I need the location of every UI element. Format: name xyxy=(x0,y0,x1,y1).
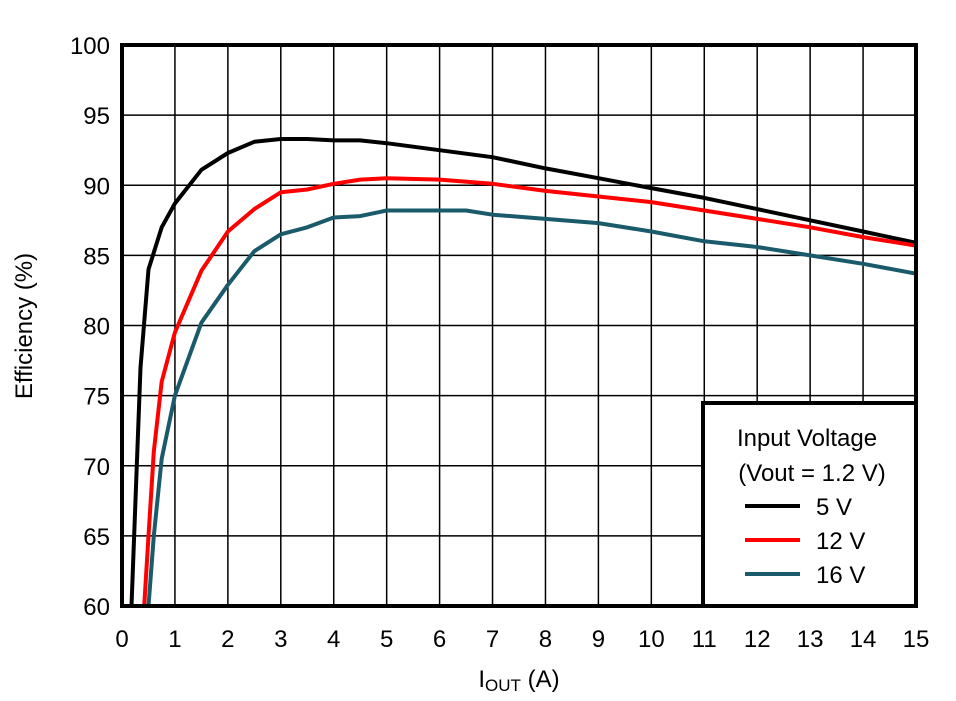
legend-box xyxy=(701,401,918,608)
legend-label: 12 V xyxy=(816,528,865,555)
legend-title-line2: (Vout = 1.2 V) xyxy=(738,460,885,487)
x-tick-label: 6 xyxy=(433,626,446,653)
y-tick-label: 100 xyxy=(70,33,110,60)
legend-label: 5 V xyxy=(816,494,852,521)
x-tick-label: 5 xyxy=(380,626,393,653)
x-axis-title: IOUT (A) xyxy=(478,666,559,695)
y-tick-label: 75 xyxy=(83,384,110,411)
plot-frame xyxy=(120,43,918,608)
y-axis-ticks: 60 65 70 75 80 85 90 95 100 xyxy=(70,33,110,621)
x-tick-label: 7 xyxy=(486,626,499,653)
y-axis-title: Efficiency (%) xyxy=(11,253,38,399)
x-tick-label: 15 xyxy=(903,626,930,653)
x-tick-label: 9 xyxy=(592,626,605,653)
y-tick-label: 70 xyxy=(83,454,110,481)
y-tick-label: 80 xyxy=(83,314,110,341)
y-tick-label: 85 xyxy=(83,243,110,270)
x-axis-title-subscript: OUT xyxy=(485,676,521,695)
y-tick-label: 90 xyxy=(83,173,110,200)
y-tick-label: 65 xyxy=(83,524,110,551)
series-line-16v xyxy=(146,208,916,606)
x-tick-label: 10 xyxy=(638,626,665,653)
x-tick-label: 3 xyxy=(274,626,287,653)
x-tick-label: 12 xyxy=(744,626,771,653)
data-series xyxy=(129,137,916,606)
x-tick-label: 2 xyxy=(221,626,234,653)
x-axis-title-main: I xyxy=(478,666,485,693)
x-tick-label: 4 xyxy=(327,626,340,653)
x-tick-label: 1 xyxy=(168,626,181,653)
y-tick-label: 60 xyxy=(83,594,110,621)
y-tick-label: 95 xyxy=(83,103,110,130)
legend-label: 16 V xyxy=(816,562,865,589)
x-tick-label: 13 xyxy=(797,626,824,653)
series-line-12v xyxy=(142,176,916,606)
legend: Input Voltage (Vout = 1.2 V) 5 V 12 V 16 V xyxy=(701,401,918,608)
series-line-5v xyxy=(129,137,916,606)
legend-title-line1: Input Voltage xyxy=(737,425,877,452)
x-tick-label: 8 xyxy=(539,626,552,653)
x-axis-ticks: 0 1 2 3 4 5 6 7 8 9 10 11 12 13 14 15 xyxy=(115,626,929,653)
x-axis-title-unit: (A) xyxy=(521,666,560,693)
legend-items: 5 V 12 V 16 V xyxy=(745,494,865,589)
x-tick-label: 11 xyxy=(692,626,717,653)
x-tick-label: 14 xyxy=(850,626,877,653)
x-tick-label: 0 xyxy=(115,626,128,653)
